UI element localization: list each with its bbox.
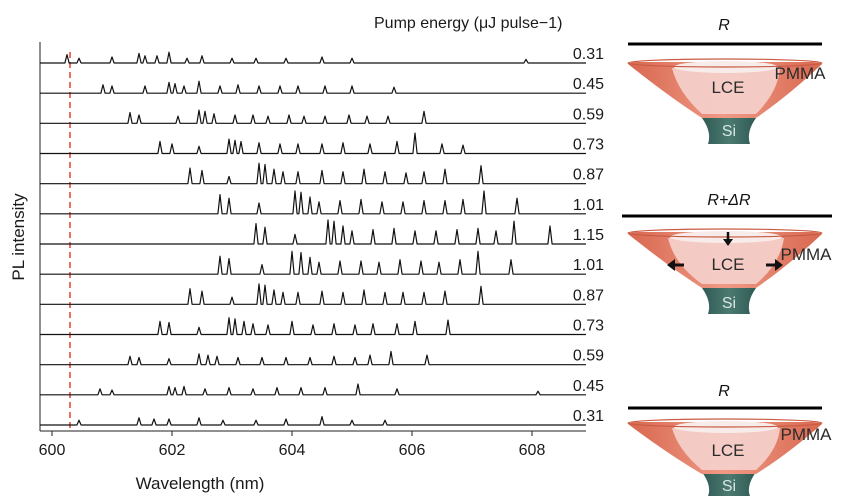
- left-arrow-icon: [667, 259, 684, 271]
- cavity-body: LCE Si: [627, 58, 823, 144]
- energy-label-5: 0.87: [573, 167, 604, 184]
- ring-label-delta: ΔR: [727, 192, 751, 209]
- si-pillar: [702, 472, 756, 496]
- x-tick-label-608: 608: [519, 442, 546, 459]
- right-arrow-icon: [766, 259, 783, 271]
- spectrum-trace-3: [40, 109, 586, 124]
- spectrum-trace-6: [40, 190, 586, 215]
- x-ticks: 600 602 604 606 608: [39, 431, 546, 459]
- energy-label-12: 0.45: [573, 378, 604, 395]
- si-label: Si: [722, 478, 736, 495]
- spectrum-trace-9: [40, 283, 586, 305]
- energy-label-8: 1.01: [573, 257, 604, 274]
- lce-core: [672, 428, 780, 470]
- energy-label-13: 0.31: [573, 408, 604, 425]
- energy-label-10: 0.73: [573, 318, 604, 335]
- lce-label: LCE: [711, 441, 744, 460]
- pmma-rim: [627, 58, 823, 68]
- cavity-body: LCE Si: [627, 418, 823, 496]
- spectrum-trace-10: [40, 317, 586, 336]
- x-tick-label-600: 600: [39, 442, 66, 459]
- x-tick-label-606: 606: [399, 442, 426, 459]
- cavity-diagram-expanded: R+ΔR LCE Si PMMA: [622, 192, 832, 314]
- x-axis-title: Wavelength (nm): [136, 474, 265, 493]
- cavity-body: LCE Si: [627, 228, 823, 314]
- ring-label: R+ΔR: [707, 192, 751, 209]
- si-label: Si: [722, 295, 736, 312]
- ring-label: R: [718, 383, 730, 400]
- cavity-diagram-recovered: R LCE Si PMMA: [627, 383, 833, 496]
- legend-title: Pump energy (μJ pulse−1): [374, 15, 562, 32]
- si-pillar: [702, 288, 756, 314]
- pmma-rim: [627, 418, 823, 428]
- lce-label: LCE: [711, 255, 744, 274]
- energy-label-1: 0.31: [573, 46, 604, 63]
- energy-label-7: 1.15: [573, 227, 604, 244]
- y-axis-title: PL intensity: [9, 193, 28, 281]
- energy-label-2: 0.45: [573, 76, 604, 93]
- spectrum-trace-5: [40, 162, 586, 185]
- pmma-label: PMMA: [775, 64, 827, 83]
- pmma-label: PMMA: [781, 425, 833, 444]
- lce-core: [668, 238, 784, 284]
- spectrum-trace-1: [40, 51, 586, 64]
- pmma-rim: [627, 228, 823, 238]
- cavity-diagram-initial: R LCE Si PMMA: [627, 17, 827, 144]
- x-tick-label-602: 602: [159, 442, 186, 459]
- energy-label-3: 0.59: [573, 106, 604, 123]
- spectrum-trace-12: [40, 383, 586, 396]
- si-label: Si: [722, 123, 736, 140]
- spectrum-trace-13: [40, 416, 586, 426]
- spectrum-trace-7: [40, 219, 586, 245]
- pl-chart: 600 602 604 606 608 0.31 0.45 0.59 0.73 0.87 1.01…: [9, 15, 604, 493]
- energy-label-9: 0.87: [573, 287, 604, 304]
- spectrum-trace-4: [40, 132, 586, 155]
- spectra-traces: [40, 51, 586, 426]
- ring-label: R: [718, 17, 730, 34]
- lce-core: [672, 68, 780, 114]
- energy-label-11: 0.59: [573, 348, 604, 365]
- energy-label-4: 0.73: [573, 137, 604, 154]
- lce-label: LCE: [711, 78, 744, 97]
- spectrum-trace-2: [40, 80, 586, 94]
- x-tick-label-604: 604: [279, 442, 306, 459]
- pmma-label: PMMA: [781, 245, 833, 264]
- si-pillar: [702, 118, 756, 144]
- down-arrow-icon: [723, 232, 733, 246]
- ring-label-r: R+: [707, 192, 728, 209]
- energy-labels: 0.31 0.45 0.59 0.73 0.87 1.01 1.15 1.01 0.87 0.73…: [573, 46, 604, 425]
- spectrum-trace-11: [40, 350, 586, 366]
- energy-label-6: 1.01: [573, 197, 604, 214]
- spectrum-trace-8: [40, 250, 586, 275]
